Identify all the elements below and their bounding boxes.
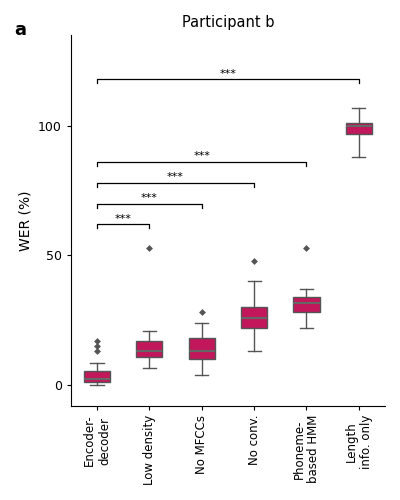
PathPatch shape xyxy=(189,338,215,359)
Text: a: a xyxy=(14,20,26,38)
Text: ***: *** xyxy=(167,172,184,182)
PathPatch shape xyxy=(84,371,110,382)
Text: ***: *** xyxy=(220,68,236,78)
Text: ***: *** xyxy=(193,152,210,162)
PathPatch shape xyxy=(346,124,372,134)
Text: ***: *** xyxy=(115,214,132,224)
PathPatch shape xyxy=(293,297,320,312)
Y-axis label: WER (%): WER (%) xyxy=(18,190,32,251)
Title: Participant b: Participant b xyxy=(182,15,274,30)
PathPatch shape xyxy=(241,308,267,328)
PathPatch shape xyxy=(136,341,162,356)
Text: ***: *** xyxy=(141,193,158,203)
